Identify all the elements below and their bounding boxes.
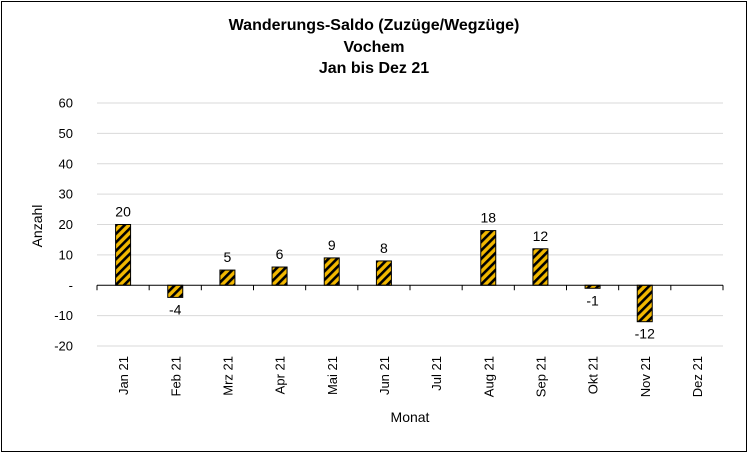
x-tick-label: Jan 21 (116, 356, 131, 395)
data-label: 12 (533, 228, 549, 244)
x-tick-label: Mrz 21 (220, 356, 235, 396)
data-label: -1 (586, 292, 599, 308)
bar (480, 230, 497, 286)
chart-period: Jan bis Dez 21 (318, 60, 430, 77)
y-tick-label: - (69, 278, 73, 293)
bar (167, 284, 184, 298)
y-tick-label: 40 (59, 156, 73, 171)
data-label: 6 (276, 246, 284, 262)
y-tick-label: -20 (54, 339, 73, 354)
x-tick-label: Nov 21 (638, 356, 653, 397)
bar (219, 269, 236, 286)
y-axis-label: Anzahl (29, 205, 45, 248)
data-label: 5 (224, 249, 232, 265)
x-tick-label: Okt 21 (586, 356, 601, 394)
chart-title: Wanderungs-Saldo (Zuzüge/Wegzüge) (228, 17, 520, 34)
y-tick-label: 50 (59, 126, 73, 141)
x-axis-label: Monat (391, 409, 430, 425)
bar (271, 266, 288, 286)
data-label: 8 (380, 240, 388, 256)
x-tick-label: Aug 21 (481, 356, 496, 397)
y-tick-label: 10 (59, 247, 73, 262)
x-tick-label: Dez 21 (690, 356, 705, 397)
x-tick-label: Jul 21 (429, 356, 444, 391)
y-tick-label: 60 (59, 96, 73, 111)
data-label: 9 (328, 237, 336, 253)
x-tick-label: Jun 21 (377, 356, 392, 395)
x-tick-label: Apr 21 (273, 356, 288, 394)
bar (323, 257, 340, 286)
bar (375, 260, 392, 286)
data-label: -12 (635, 326, 655, 342)
x-tick-label: Sep 21 (533, 356, 548, 397)
data-label: 20 (115, 204, 131, 220)
data-label: -4 (169, 301, 182, 317)
data-label: 18 (480, 210, 496, 226)
y-tick-label: -10 (54, 308, 73, 323)
x-tick-label: Feb 21 (168, 356, 183, 396)
x-tick-label: Mai 21 (325, 356, 340, 395)
y-tick-label: 20 (59, 217, 73, 232)
bar (115, 224, 132, 286)
bar (532, 248, 549, 286)
bar (636, 284, 653, 323)
y-tick-label: 30 (59, 187, 73, 202)
chart-subtitle: Vochem (343, 39, 405, 56)
